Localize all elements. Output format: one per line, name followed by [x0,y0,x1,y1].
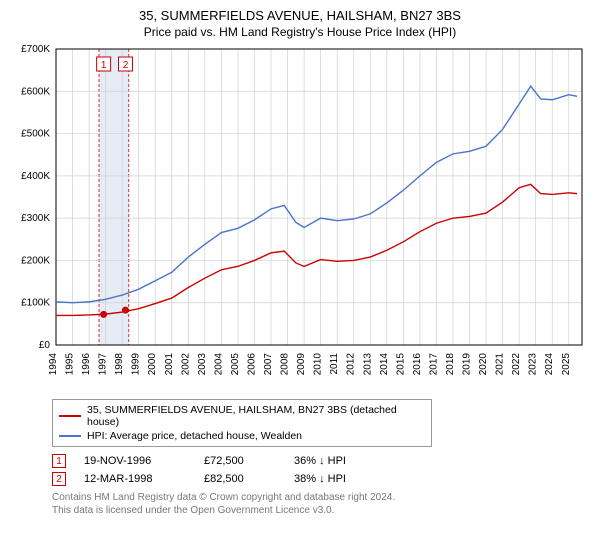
svg-text:2024: 2024 [544,353,555,376]
svg-text:2015: 2015 [395,353,406,376]
svg-text:2002: 2002 [180,353,191,376]
svg-text:£700K: £700K [21,45,50,55]
svg-text:£200K: £200K [21,255,50,266]
sale-row-1: 1 19-NOV-1996 £72,500 36% ↓ HPI [12,451,588,469]
sale-marker-icon: 2 [52,472,66,486]
svg-text:2016: 2016 [412,353,423,376]
svg-text:£100K: £100K [21,298,50,309]
svg-text:£500K: £500K [21,129,50,140]
svg-text:2009: 2009 [296,353,307,376]
svg-text:2023: 2023 [528,353,539,376]
svg-text:£300K: £300K [21,213,50,224]
chart-area: £0 £100K £200K £300K £400K £500K £600K £700K 199… [12,45,588,395]
footer-line-1: Contains HM Land Registry data © Crown c… [52,491,588,504]
svg-text:2000: 2000 [147,353,158,376]
svg-text:1995: 1995 [65,353,76,376]
svg-text:£400K: £400K [21,171,50,182]
legend-swatch-hpi [59,435,81,437]
svg-text:2013: 2013 [362,353,373,376]
svg-text:2010: 2010 [313,353,324,376]
footer-line-2: This data is licensed under the Open Gov… [52,504,588,517]
svg-text:2022: 2022 [511,353,522,376]
svg-text:2006: 2006 [246,353,257,376]
sale-marker-icon: 1 [52,454,66,468]
footer-note: Contains HM Land Registry data © Crown c… [12,487,588,517]
svg-text:2008: 2008 [280,353,291,376]
svg-text:2012: 2012 [346,353,357,376]
svg-text:2017: 2017 [428,353,439,376]
sale-row-2: 2 12-MAR-1998 £82,500 38% ↓ HPI [12,469,588,487]
svg-text:2: 2 [123,60,129,71]
legend-label: 35, SUMMERFIELDS AVENUE, HAILSHAM, BN27 … [87,404,425,428]
svg-text:2001: 2001 [164,353,175,376]
svg-text:1997: 1997 [98,353,109,376]
svg-text:1994: 1994 [48,353,59,376]
svg-text:2014: 2014 [379,353,390,376]
chart-title: 35, SUMMERFIELDS AVENUE, HAILSHAM, BN27 … [12,8,588,23]
sale-price: £72,500 [204,455,294,467]
legend-item-property: 35, SUMMERFIELDS AVENUE, HAILSHAM, BN27 … [59,403,425,429]
svg-text:1: 1 [101,60,107,71]
svg-text:1999: 1999 [131,353,142,376]
svg-text:2021: 2021 [495,353,506,376]
sale-pct: 36% ↓ HPI [294,455,394,467]
svg-text:2004: 2004 [213,353,224,376]
svg-text:2025: 2025 [561,353,572,376]
svg-text:1996: 1996 [81,353,92,376]
svg-text:2007: 2007 [263,353,274,376]
legend-label: HPI: Average price, detached house, Weal… [87,430,302,442]
svg-text:£600K: £600K [21,86,50,97]
sale-date: 12-MAR-1998 [84,473,204,485]
svg-text:£0: £0 [39,340,51,351]
legend-swatch-property [59,415,81,417]
sale-price: £82,500 [204,473,294,485]
title-block: 35, SUMMERFIELDS AVENUE, HAILSHAM, BN27 … [12,8,588,39]
svg-text:2018: 2018 [445,353,456,376]
legend-box: 35, SUMMERFIELDS AVENUE, HAILSHAM, BN27 … [52,399,432,447]
svg-text:2020: 2020 [478,353,489,376]
svg-text:2019: 2019 [462,353,473,376]
line-chart-svg: £0 £100K £200K £300K £400K £500K £600K £700K 199… [12,45,588,395]
svg-text:2003: 2003 [197,353,208,376]
chart-subtitle: Price paid vs. HM Land Registry's House … [12,25,588,39]
svg-text:2011: 2011 [329,353,340,375]
sale-pct: 38% ↓ HPI [294,473,394,485]
legend-item-hpi: HPI: Average price, detached house, Weal… [59,429,425,443]
chart-container: 35, SUMMERFIELDS AVENUE, HAILSHAM, BN27 … [0,0,600,560]
svg-text:1998: 1998 [114,353,125,376]
svg-text:2005: 2005 [230,353,241,376]
sale-date: 19-NOV-1996 [84,455,204,467]
